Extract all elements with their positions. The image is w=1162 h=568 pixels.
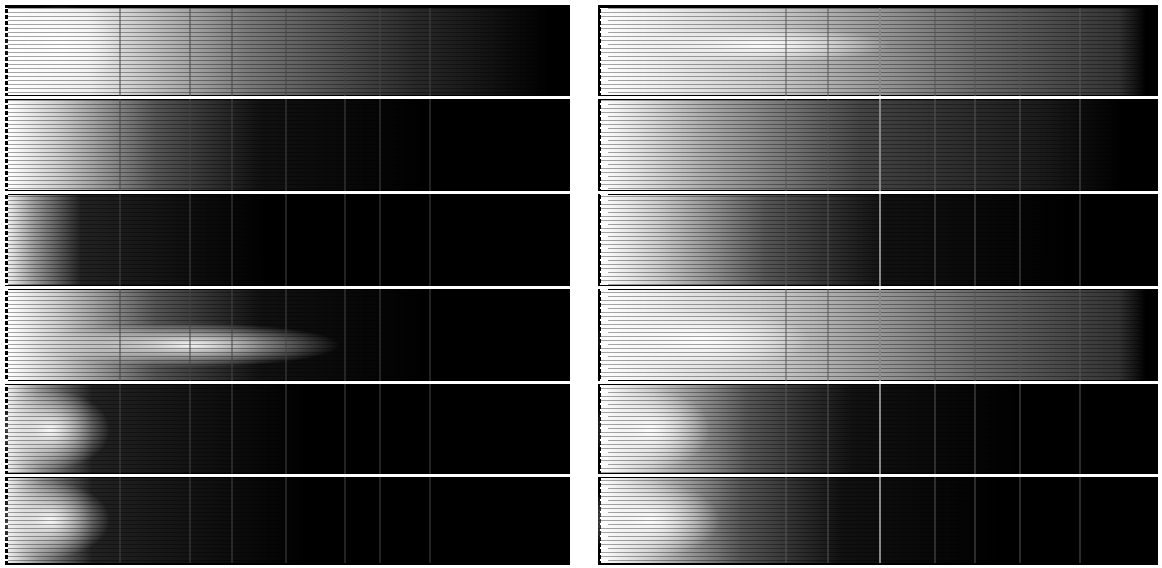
separator bbox=[598, 286, 1158, 289]
separator bbox=[598, 381, 1158, 384]
separator bbox=[598, 191, 1158, 194]
texture bbox=[598, 5, 1158, 565]
separator bbox=[5, 191, 570, 194]
separator bbox=[5, 381, 570, 384]
left-panel bbox=[0, 5, 570, 565]
texture bbox=[5, 5, 570, 565]
separator bbox=[5, 96, 570, 99]
separator bbox=[598, 96, 1158, 99]
comb bbox=[598, 8, 628, 563]
right-panel bbox=[580, 5, 1158, 565]
separator bbox=[5, 474, 570, 477]
comb bbox=[5, 8, 35, 563]
separator bbox=[598, 474, 1158, 477]
separator bbox=[5, 286, 570, 289]
page bbox=[0, 0, 1162, 568]
image bbox=[0, 0, 1162, 568]
